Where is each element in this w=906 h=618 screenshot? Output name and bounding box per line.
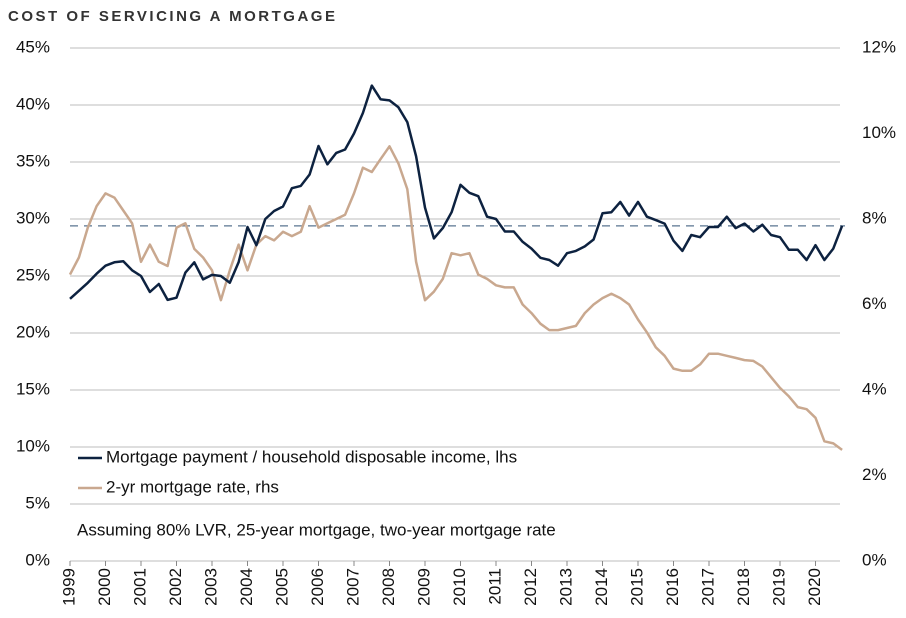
x-tick-label: 2003	[201, 568, 220, 606]
x-tick-label: 2012	[521, 568, 540, 606]
y-tick-label: 25%	[16, 265, 50, 284]
y2-tick-label: 12%	[862, 37, 896, 56]
x-tick-label: 2001	[130, 568, 149, 606]
y-tick-label: 10%	[16, 436, 50, 455]
y-tick-label: 20%	[16, 322, 50, 341]
x-tick-label: 2009	[414, 568, 433, 606]
x-tick-label: 2011	[485, 568, 504, 605]
chart-title: COST OF SERVICING A MORTGAGE	[8, 8, 337, 25]
series-line	[68, 145, 843, 451]
y-tick-label: 5%	[25, 493, 50, 512]
x-tick-label: 2007	[343, 568, 362, 606]
x-tick-label: 2014	[592, 568, 611, 606]
x-tick-label: 2015	[627, 568, 646, 606]
y2-tick-label: 10%	[862, 123, 896, 142]
y-tick-label: 15%	[16, 379, 50, 398]
y-tick-label: 40%	[16, 94, 50, 113]
x-tick-label: 2019	[769, 568, 788, 606]
x-tick-label: 2002	[166, 568, 185, 606]
x-tick-label: 2017	[698, 568, 717, 606]
x-tick-label: 2018	[734, 568, 753, 606]
legend-label: Mortgage payment / household disposable …	[106, 447, 517, 466]
y-tick-label: 0%	[25, 550, 50, 569]
y2-tick-label: 6%	[862, 294, 887, 313]
y2-tick-label: 2%	[862, 465, 887, 484]
series-line	[69, 84, 844, 302]
x-tick-label: 2006	[308, 568, 327, 606]
x-tick-label: 2010	[450, 568, 469, 606]
legend-label: 2-yr mortgage rate, rhs	[106, 477, 279, 496]
annotation: Assuming 80% LVR, 25-year mortgage, two-…	[77, 520, 556, 539]
y-tick-label: 35%	[16, 151, 50, 170]
x-tick-label: 2008	[379, 568, 398, 606]
x-tick-label: 2005	[272, 568, 291, 606]
x-tick-label: 2020	[805, 568, 824, 606]
y2-tick-label: 4%	[862, 379, 887, 398]
x-tick-label: 2013	[556, 568, 575, 606]
x-tick-label: 2000	[95, 568, 114, 606]
y-tick-label: 45%	[16, 37, 50, 56]
y2-tick-label: 8%	[862, 208, 887, 227]
y-tick-label: 30%	[16, 208, 50, 227]
y2-tick-label: 0%	[862, 550, 887, 569]
x-tick-label: 2004	[237, 568, 256, 606]
x-tick-label: 2016	[663, 568, 682, 606]
x-tick-label: 1999	[59, 568, 78, 606]
